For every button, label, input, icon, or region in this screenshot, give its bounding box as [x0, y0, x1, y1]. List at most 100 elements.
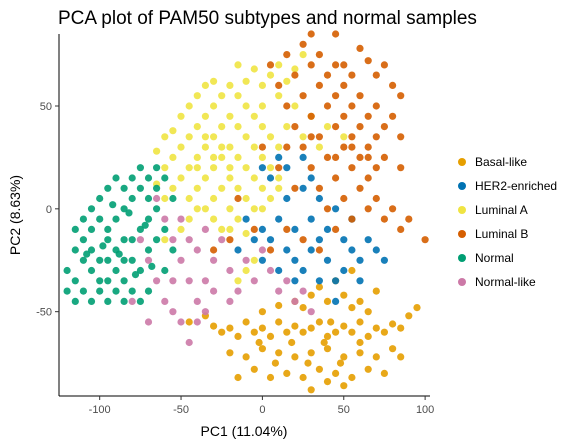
data-point — [332, 92, 340, 100]
data-point — [275, 143, 283, 151]
data-point — [307, 164, 315, 172]
data-point — [193, 205, 201, 213]
data-point — [234, 184, 242, 192]
data-point — [283, 164, 291, 172]
data-point — [299, 266, 307, 275]
data-point — [275, 81, 283, 89]
data-point — [275, 92, 283, 100]
data-point — [283, 77, 291, 85]
data-point — [364, 332, 372, 340]
data-point — [234, 123, 242, 131]
data-point — [332, 277, 340, 285]
data-point — [250, 365, 258, 373]
data-point — [177, 174, 185, 182]
data-point — [169, 236, 177, 244]
data-point — [315, 51, 323, 59]
legend-item: Normal — [458, 251, 514, 265]
data-point — [275, 287, 283, 295]
data-point — [226, 349, 234, 357]
data-point — [226, 205, 234, 213]
data-point — [320, 338, 328, 347]
data-point — [169, 184, 177, 192]
data-point — [291, 225, 299, 233]
data-point — [389, 112, 397, 120]
data-point — [299, 236, 307, 244]
data-point — [299, 328, 307, 336]
data-point — [258, 246, 266, 254]
data-point — [258, 308, 266, 316]
data-point — [266, 266, 275, 275]
data-point — [356, 277, 364, 285]
data-point — [307, 30, 315, 38]
data-point — [364, 57, 372, 65]
data-point — [210, 77, 218, 85]
data-point — [380, 61, 388, 69]
data-point — [83, 250, 91, 258]
data-point — [234, 287, 242, 295]
legend-item: Luminal B — [458, 227, 528, 241]
data-point — [250, 277, 258, 285]
legend-label: Luminal A — [475, 203, 528, 217]
data-point — [291, 277, 299, 285]
data-point — [201, 133, 209, 141]
data-point — [79, 236, 87, 244]
data-point — [291, 353, 299, 361]
data-point — [218, 92, 226, 100]
data-point — [372, 246, 380, 254]
data-point — [275, 164, 283, 172]
data-point — [193, 123, 201, 131]
data-point — [153, 236, 161, 244]
data-point — [258, 164, 266, 172]
data-point — [348, 266, 356, 275]
data-point — [226, 164, 234, 172]
data-point — [226, 225, 234, 233]
data-point — [315, 365, 323, 373]
data-point — [242, 266, 250, 275]
data-point — [283, 123, 291, 131]
data-point — [283, 246, 291, 254]
data-point — [177, 112, 185, 120]
data-point — [323, 345, 332, 353]
data-point — [185, 338, 193, 347]
data-point — [120, 277, 128, 285]
data-point — [120, 236, 128, 244]
data-point — [271, 359, 279, 367]
x-tick-label: 50 — [338, 404, 350, 416]
data-point — [128, 194, 136, 203]
data-point — [87, 246, 96, 254]
data-point — [364, 205, 372, 213]
series-luminal-b — [210, 30, 429, 254]
data-point — [125, 209, 133, 217]
data-point — [397, 353, 405, 361]
data-point — [372, 164, 380, 172]
data-point — [315, 277, 323, 285]
data-point — [356, 338, 364, 347]
data-point — [153, 147, 161, 155]
data-point — [336, 359, 345, 367]
data-point — [372, 133, 380, 141]
legend-label: Basal-like — [475, 155, 527, 169]
legend-key — [458, 206, 466, 214]
data-point — [242, 77, 250, 85]
legend-item: Luminal A — [458, 203, 528, 217]
data-point — [112, 174, 120, 182]
data-point — [348, 102, 356, 110]
data-point — [364, 308, 372, 316]
data-point — [210, 133, 218, 141]
data-point — [169, 308, 177, 316]
data-point — [177, 256, 185, 264]
data-point — [315, 143, 323, 151]
data-point — [96, 256, 104, 264]
data-point — [266, 236, 275, 244]
data-point — [332, 30, 340, 38]
data-point — [226, 324, 234, 332]
legend-label: HER2-enriched — [475, 179, 557, 193]
data-point — [128, 174, 136, 182]
data-point — [258, 81, 266, 89]
data-point — [323, 123, 332, 131]
data-point — [283, 102, 291, 110]
data-point — [405, 215, 413, 223]
data-point — [315, 133, 323, 141]
data-point — [397, 324, 405, 332]
data-point — [234, 61, 242, 69]
